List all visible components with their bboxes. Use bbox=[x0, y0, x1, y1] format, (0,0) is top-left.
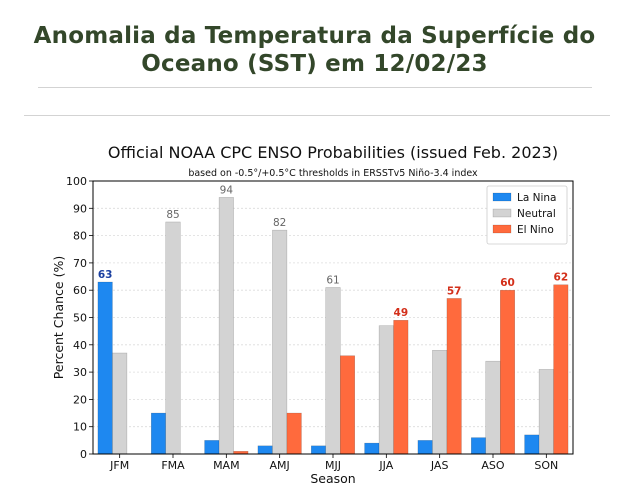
legend-swatch bbox=[492, 208, 512, 218]
divider-line bbox=[38, 87, 592, 88]
x-axis-label: Season bbox=[310, 471, 355, 486]
y-tick-label: 80 bbox=[73, 230, 87, 243]
x-tick-label: FMA bbox=[161, 459, 185, 472]
bar-la-nina bbox=[311, 445, 326, 455]
bar-la-nina bbox=[257, 445, 273, 455]
x-tick-label: MAM bbox=[213, 459, 240, 472]
data-label: 62 bbox=[554, 272, 569, 284]
x-tick-label: ASO bbox=[481, 459, 505, 472]
y-axis-label: Percent Chance (%) bbox=[51, 256, 66, 379]
data-label: 94 bbox=[220, 184, 234, 196]
y-tick-label: 70 bbox=[73, 257, 87, 270]
bar-el-nino bbox=[553, 284, 569, 455]
bar-neutral bbox=[538, 369, 554, 455]
y-tick-label: 40 bbox=[73, 339, 87, 352]
x-tick-label: JAS bbox=[430, 459, 449, 472]
slide-title-line-1: Anomalia da Temperatura da Superfície do bbox=[33, 23, 596, 49]
bar-el-nino bbox=[393, 319, 409, 455]
bar-neutral bbox=[165, 221, 181, 455]
bar-neutral bbox=[272, 229, 288, 455]
y-tick-label: 0 bbox=[80, 448, 87, 461]
x-tick-label: JJA bbox=[378, 459, 393, 472]
bar-la-nina bbox=[524, 434, 540, 455]
bar-neutral bbox=[485, 360, 501, 455]
enso-probability-chart: Official NOAA CPC ENSO Probabilities (is… bbox=[51, 143, 574, 486]
bar-la-nina bbox=[151, 412, 166, 455]
data-label: 63 bbox=[98, 269, 113, 281]
data-label: 82 bbox=[273, 217, 286, 229]
data-label: 60 bbox=[500, 277, 515, 289]
bar-el-nino bbox=[340, 355, 355, 455]
slide-title-line-2: Oceano (SST) em 12/02/23 bbox=[141, 51, 488, 77]
y-tick-label: 60 bbox=[73, 284, 87, 297]
bar-neutral bbox=[378, 325, 394, 455]
x-tick-label: MJJ bbox=[325, 459, 341, 472]
chart-title: Official NOAA CPC ENSO Probabilities (is… bbox=[108, 143, 558, 162]
y-tick-label: 50 bbox=[73, 312, 87, 325]
divider-line bbox=[24, 115, 610, 116]
legend-swatch bbox=[492, 192, 512, 202]
legend-label: El Nino bbox=[517, 224, 554, 236]
bar-neutral bbox=[432, 350, 448, 455]
bar-la-nina bbox=[364, 442, 380, 455]
slide-title: Anomalia da Temperatura da Superfície do… bbox=[0, 22, 629, 78]
bar-la-nina bbox=[204, 440, 220, 455]
x-tick-label: SON bbox=[534, 459, 558, 472]
bar-neutral bbox=[218, 197, 234, 455]
y-tick-label: 30 bbox=[73, 366, 87, 379]
data-label: 61 bbox=[326, 274, 339, 286]
bar-el-nino bbox=[286, 412, 302, 455]
plot-frame bbox=[92, 180, 574, 455]
bar-neutral bbox=[112, 352, 128, 455]
bar-el-nino bbox=[446, 298, 462, 455]
legend-label: La Nina bbox=[517, 192, 556, 204]
bar-la-nina bbox=[417, 440, 433, 455]
bar-el-nino bbox=[500, 289, 515, 455]
legend-label: Neutral bbox=[517, 208, 556, 220]
legend-swatch bbox=[492, 224, 512, 234]
y-tick-label: 20 bbox=[73, 393, 87, 406]
y-tick-label: 100 bbox=[66, 175, 87, 188]
data-label: 57 bbox=[447, 285, 462, 297]
bar-la-nina bbox=[471, 437, 486, 455]
x-tick-label: JFM bbox=[109, 459, 129, 472]
x-tick-label: AMJ bbox=[270, 459, 290, 472]
y-tick-label: 90 bbox=[73, 202, 87, 215]
bar-neutral bbox=[325, 287, 341, 455]
y-tick-label: 10 bbox=[73, 421, 87, 434]
bar-la-nina bbox=[97, 281, 113, 455]
chart-subtitle: based on -0.5°/+0.5°C thresholds in ERSS… bbox=[188, 168, 478, 179]
data-label: 85 bbox=[166, 209, 179, 221]
data-label: 49 bbox=[394, 307, 409, 319]
